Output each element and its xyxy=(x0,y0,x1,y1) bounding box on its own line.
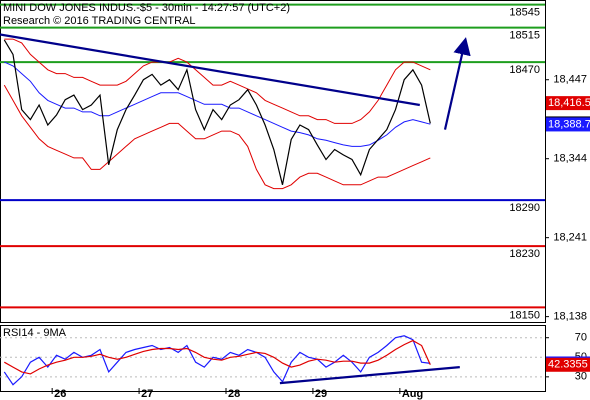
y-tick-label: 18,447 xyxy=(553,74,587,86)
x-tick-label: 27 xyxy=(141,388,153,400)
series-line xyxy=(4,61,431,147)
price-label-box xyxy=(546,96,590,111)
price-label: 18,416.5 xyxy=(548,97,590,109)
price-label: 42.3355 xyxy=(548,359,588,371)
trendline xyxy=(0,33,420,107)
x-tick-label: 26 xyxy=(54,388,66,400)
series-line xyxy=(4,38,431,124)
series-line xyxy=(4,339,431,375)
y-tick-label: 30 xyxy=(575,371,587,383)
rsi-panel-frame xyxy=(0,325,546,392)
level-label: 18545 xyxy=(509,7,540,19)
level-label: 18515 xyxy=(509,30,540,42)
trendline xyxy=(443,37,471,130)
price-label-box xyxy=(546,117,590,132)
rsi-title: RSI14 - 9MA xyxy=(3,327,67,339)
chart-title: MINI DOW JONES INDUS.-$5 - 30min - 14:27… xyxy=(3,2,290,14)
chart-subtitle: Research © 2016 TRADING CENTRAL xyxy=(3,15,196,27)
x-tick-label: 28 xyxy=(228,388,240,400)
y-tick-label: 18,344 xyxy=(553,153,587,165)
price-label: 18,388.7 xyxy=(548,118,590,130)
y-tick-label: 70 xyxy=(575,332,587,344)
series-line xyxy=(3,39,431,185)
main-panel-frame xyxy=(0,0,546,323)
plot-layer: 18,447 18,344 18,241 18,138 18545 18515 18470 1… xyxy=(0,3,590,400)
x-tick-label: Aug xyxy=(402,388,423,400)
y-tick-label: 18,241 xyxy=(553,232,587,244)
x-tick-label: 29 xyxy=(315,388,327,400)
level-label: 18470 xyxy=(509,64,540,76)
y-tick-label: 18,138 xyxy=(553,311,587,323)
series-line xyxy=(3,335,431,386)
price-label-box xyxy=(546,357,590,372)
level-label: 18290 xyxy=(509,202,540,214)
level-label: 18150 xyxy=(509,309,540,321)
trendline xyxy=(279,366,460,385)
series-line xyxy=(3,84,431,190)
level-label: 18230 xyxy=(509,248,540,260)
